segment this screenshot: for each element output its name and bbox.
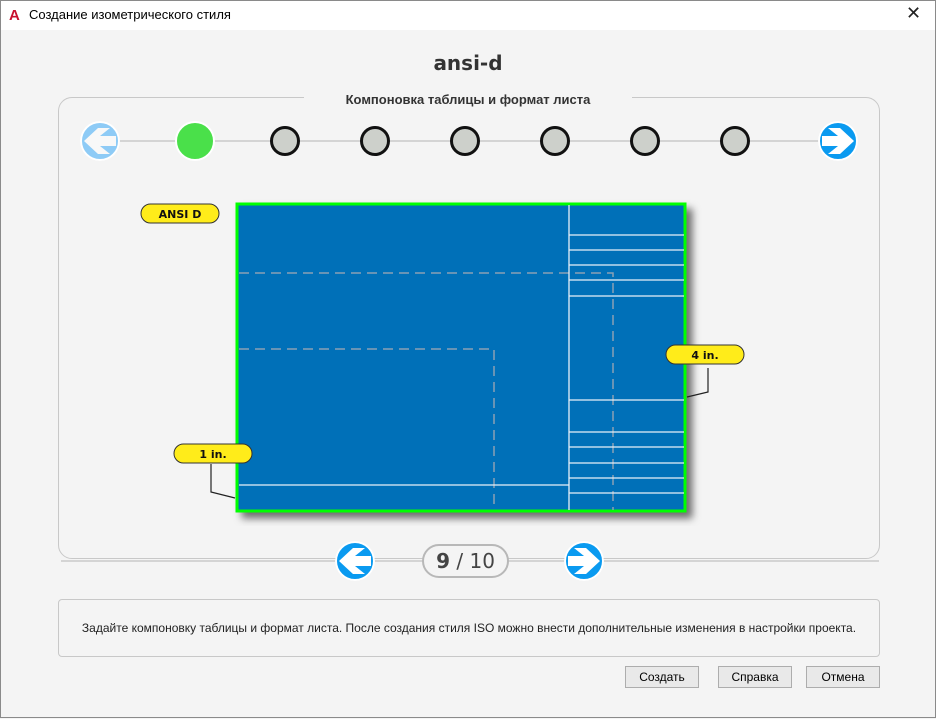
step-5[interactable] (540, 126, 570, 156)
right-dim-badge (665, 344, 745, 365)
sheet-label-badge (140, 203, 220, 224)
page-counter: 9 / 10 (422, 544, 509, 578)
title-block-lines (239, 205, 684, 510)
step-4[interactable] (450, 126, 480, 156)
bottom-dim-badge (173, 443, 253, 464)
create-button[interactable]: Создать (625, 666, 699, 688)
step-2[interactable] (270, 126, 300, 156)
margin-dashes (239, 272, 614, 510)
previous-page-button[interactable] (335, 541, 375, 581)
step-6[interactable] (630, 126, 660, 156)
previous-step-button[interactable] (80, 121, 120, 161)
cancel-button[interactable]: Отмена (806, 666, 880, 688)
window-title: Создание изометрического стиля (29, 7, 231, 22)
right-dim-leader (686, 368, 709, 398)
help-button[interactable]: Справка (718, 666, 792, 688)
sheet-label: ANSI D (159, 208, 202, 221)
autocad-logo-icon: A (9, 7, 20, 24)
next-page-button[interactable] (564, 541, 604, 581)
sheet-preview: ANSI D 4 in. 1 in. (140, 202, 745, 513)
description-text: Задайте компоновку таблицы и формат лист… (58, 599, 880, 657)
page-separator: / (456, 549, 464, 573)
sheet-rect (235, 202, 687, 513)
bottom-dim-leader (210, 464, 236, 499)
step-7[interactable] (720, 126, 750, 156)
page-current: 9 (436, 549, 450, 573)
style-name-heading: ansi-d (433, 51, 503, 75)
next-step-button[interactable] (818, 121, 858, 161)
right-dim-label: 4 in. (691, 349, 718, 362)
step-1-current[interactable] (175, 121, 215, 161)
page-total: 10 (469, 549, 495, 573)
title-bar: A Создание изометрического стиля ✕ (1, 1, 935, 30)
section-title: Компоновка таблицы и формат листа (303, 92, 633, 107)
close-button[interactable]: ✕ (906, 3, 922, 23)
bottom-dim-label: 1 in. (199, 448, 226, 461)
step-3[interactable] (360, 126, 390, 156)
